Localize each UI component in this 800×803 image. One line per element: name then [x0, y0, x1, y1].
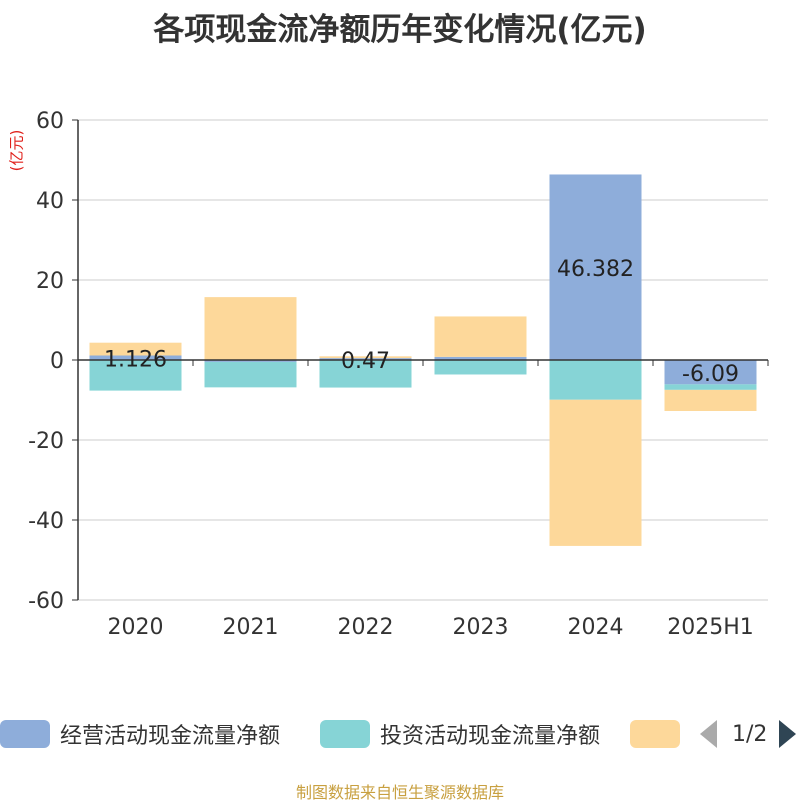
bar-2-2020[interactable] — [89, 360, 182, 391]
bar-3-2024[interactable] — [549, 399, 642, 546]
legend-prev-page-icon[interactable] — [700, 720, 717, 748]
chart-title: 各项现金流净额历年变化情况(亿元) — [153, 12, 647, 48]
bar-3-2022[interactable] — [319, 356, 412, 359]
stacked-bar-chart: 60 40 20 0 -20 -40 -60 2020 2021 2022 2023 2024 2025… — [28, 109, 769, 640]
data-source-note: 制图数据来自恒生聚源数据库 — [295, 783, 504, 802]
bar-1-2020[interactable] — [89, 355, 182, 360]
legend-swatch-operating — [0, 720, 50, 748]
bar-value-label: -6.09 — [682, 362, 739, 387]
bar-1-2023[interactable] — [434, 356, 527, 360]
y-tick-label: -60 — [28, 589, 64, 614]
bar-2-2025H1[interactable] — [664, 384, 757, 390]
bar-value-label: 46.382 — [557, 257, 634, 282]
bar-labels: 1.126 0.47 46.382 -6.09 — [104, 257, 739, 387]
legend-label-investing: 投资活动现金流量净额 — [380, 724, 601, 749]
x-tick-label: 2023 — [453, 615, 509, 640]
y-tick-label: 0 — [50, 349, 64, 374]
legend-item-third[interactable] — [630, 718, 680, 750]
y-tick-label: -20 — [28, 429, 64, 454]
x-tick-label: 2020 — [108, 615, 164, 640]
legend-label-operating: 经营活动现金流量净额 — [60, 724, 281, 749]
bar-3-2023[interactable] — [434, 316, 527, 357]
legend-item-investing[interactable]: 投资活动现金流量净额 — [320, 718, 600, 750]
y-tick-label: 40 — [36, 189, 64, 214]
bar-3-2025H1[interactable] — [664, 389, 757, 411]
y-tick-label: 60 — [36, 109, 64, 134]
bar-2-2024[interactable] — [549, 360, 642, 400]
bar-1-2021[interactable] — [204, 360, 297, 362]
y-tick-label: 20 — [36, 269, 64, 294]
x-tick-label: 2025H1 — [667, 615, 754, 640]
bar-value-label: 0.47 — [341, 349, 390, 374]
bar-1-2022[interactable] — [319, 358, 412, 360]
legend-swatch-investing — [320, 720, 370, 748]
legend-pager: 1/2 — [700, 718, 797, 750]
bar-1-2024[interactable] — [549, 174, 642, 360]
bar-2-2021[interactable] — [204, 361, 297, 388]
axes: 60 40 20 0 -20 -40 -60 2020 2021 2022 2023 2024 2025… — [28, 109, 769, 640]
grid-lines — [78, 119, 768, 601]
legend-page-indicator: 1/2 — [732, 721, 768, 747]
bar-3-2021[interactable] — [204, 297, 297, 360]
bar-value-label: 1.126 — [104, 348, 167, 373]
bar-3-2020[interactable] — [89, 342, 182, 356]
x-tick-label: 2024 — [568, 615, 624, 640]
x-tick-label: 2021 — [223, 615, 279, 640]
bar-2-2022[interactable] — [319, 360, 412, 388]
legend: 经营活动现金流量净额 投资活动现金流量净额 1/2 — [0, 712, 800, 756]
y-tick-label: -40 — [28, 509, 64, 534]
bar-2-2023[interactable] — [434, 360, 527, 375]
bar-1-2025H1[interactable] — [664, 360, 757, 385]
legend-item-operating[interactable]: 经营活动现金流量净额 — [0, 718, 280, 750]
legend-next-page-icon[interactable] — [779, 720, 797, 748]
legend-swatch-third — [630, 720, 680, 748]
bars — [89, 174, 757, 546]
x-tick-label: 2022 — [338, 615, 394, 640]
